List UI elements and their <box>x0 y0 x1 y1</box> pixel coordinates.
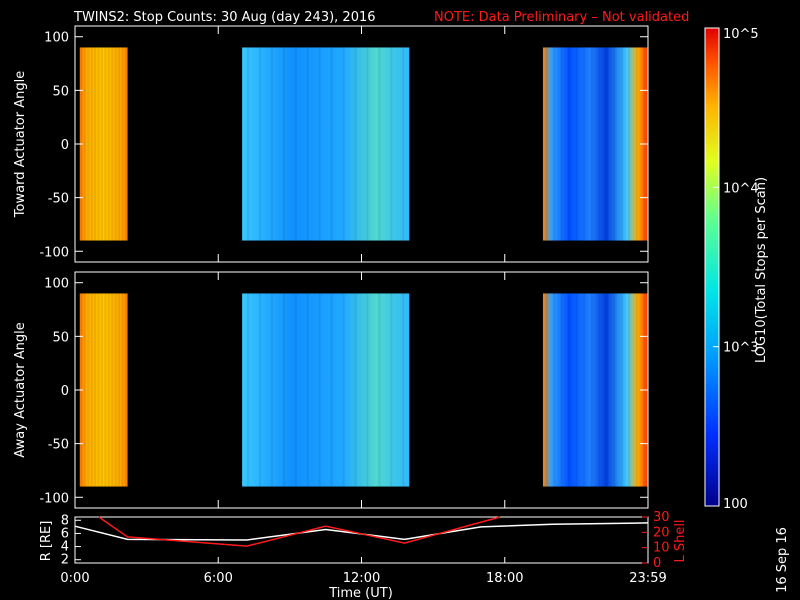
y-tick-label: -50 <box>48 438 69 453</box>
side-date: 16 Sep 16 <box>775 527 790 593</box>
colorbar-tick-label: 100 <box>723 497 748 512</box>
chart-title: TWINS2: Stop Counts: 30 Aug (day 243), 2… <box>73 10 376 25</box>
lshell-series-line <box>98 516 501 547</box>
heatmap-segment <box>542 293 648 487</box>
y-tick-label: 100 <box>44 31 69 46</box>
heatmap-toward: 100 50 0 -50 -100 Toward Actuator Angle <box>13 25 649 263</box>
y-tick-label: 50 <box>52 330 69 345</box>
y-tick-label: 0 <box>61 384 69 399</box>
r-series-line <box>74 522 649 541</box>
colorbar-tick-label: 10^3 <box>723 341 759 356</box>
heatmap-away: 100 50 0 -50 -100 Away Actuator Angle <box>13 271 649 509</box>
r-tick-label: 2 <box>61 553 69 568</box>
heatmap-segment <box>542 47 648 241</box>
colorbar: 100 10^3 10^4 10^5 <box>704 27 759 512</box>
lshell-tick-label: 0 <box>653 556 661 571</box>
r-tick-label: 4 <box>61 540 69 555</box>
lshell-tick-label: 10 <box>653 541 670 556</box>
y-axis-label: Toward Actuator Angle <box>13 71 28 218</box>
colorbar-scale <box>704 27 720 507</box>
y-tick-label: 100 <box>44 277 69 292</box>
colorbar-tick-label: 10^4 <box>723 181 759 196</box>
heatmap-segment <box>242 293 410 487</box>
x-tick-label: 12:00 <box>343 571 380 586</box>
x-tick-label: 6:00 <box>204 571 233 586</box>
heatmap-segment <box>79 293 128 487</box>
y-tick-label: -50 <box>48 192 69 207</box>
x-axis-label: Time (UT) <box>328 586 393 600</box>
x-tick-label: 18:00 <box>486 571 523 586</box>
y-tick-label: -100 <box>39 245 69 260</box>
heatmap-segment <box>242 47 410 241</box>
y-tick-label: 0 <box>61 138 69 153</box>
lshell-axis-label: L Shell <box>673 519 688 562</box>
r-tick-label: 8 <box>61 513 69 528</box>
preliminary-note: NOTE: Data Preliminary – Not validated <box>434 10 689 25</box>
r-tick-label: 6 <box>61 526 69 541</box>
r-axis-label: R [RE] <box>39 521 54 562</box>
y-tick-label: -100 <box>39 491 69 506</box>
colorbar-tick-label: 10^5 <box>723 27 759 42</box>
heatmap-segment <box>79 47 128 241</box>
time-axis: 0:00 6:00 12:00 18:00 23:59 <box>60 571 666 586</box>
y-axis-label: Away Actuator Angle <box>13 322 28 457</box>
lshell-tick-label: 20 <box>653 525 670 540</box>
colorbar-label: LOG10(Total Stops per Scan) <box>754 177 769 363</box>
lshell-tick-label: 30 <box>653 510 670 525</box>
x-tick-label: 23:59 <box>629 571 666 586</box>
y-tick-label: 50 <box>52 84 69 99</box>
x-tick-label: 0:00 <box>60 571 89 586</box>
